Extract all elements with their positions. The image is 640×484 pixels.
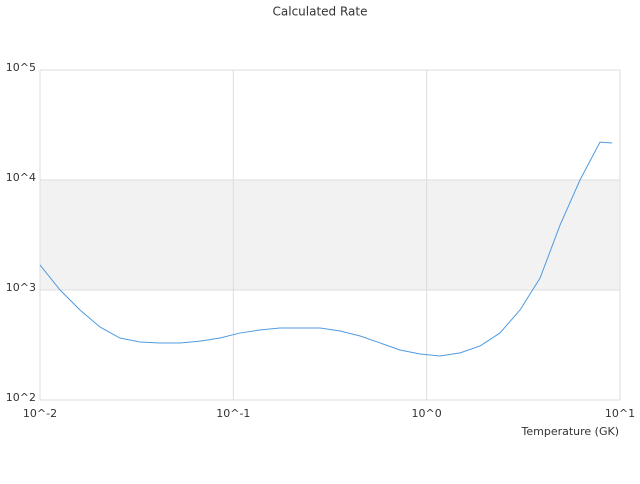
chart-title: Calculated Rate bbox=[273, 5, 368, 19]
x-tick-label: 10^0 bbox=[412, 407, 442, 420]
y-tick-label: 10^3 bbox=[6, 281, 36, 294]
x-tick-label: 10^1 bbox=[605, 407, 635, 420]
x-tick-label: 10^-2 bbox=[23, 407, 57, 420]
x-axis-label: Temperature (GK) bbox=[521, 425, 620, 438]
x-tick-label: 10^-1 bbox=[216, 407, 250, 420]
y-tick-label: 10^5 bbox=[6, 61, 36, 74]
y-tick-label: 10^4 bbox=[6, 171, 36, 184]
grid-band bbox=[40, 180, 620, 290]
y-tick-label: 10^2 bbox=[6, 391, 36, 404]
data-line bbox=[39, 141, 613, 357]
